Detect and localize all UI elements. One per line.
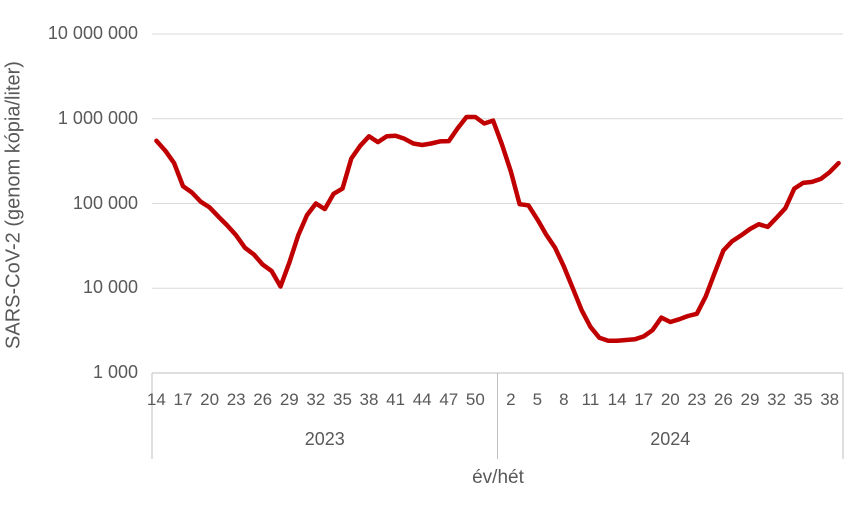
week-tick-label: 2 [506, 390, 516, 409]
x-axis-title: év/hét [472, 467, 524, 488]
week-tick-label: 23 [687, 390, 707, 409]
week-tick-label: 44 [412, 390, 432, 409]
y-tick-label: 100 000 [72, 192, 138, 213]
week-tick-label: 17 [634, 390, 654, 409]
week-tick-label: 50 [465, 390, 485, 409]
week-tick-label: 5 [532, 390, 543, 409]
week-tick-label: 35 [793, 390, 813, 409]
week-tick-label: 47 [439, 390, 459, 409]
year-label: 2024 [650, 429, 691, 449]
week-tick-label: 26 [713, 390, 733, 409]
y-tick-label: 10 000 [82, 277, 138, 298]
y-tick-label: 10 000 000 [47, 23, 138, 43]
week-tick-label: 11 [581, 390, 600, 409]
week-tick-label: 35 [333, 390, 352, 409]
y-tick-label: 1 000 000 [57, 107, 138, 128]
week-tick-label: 8 [559, 390, 569, 409]
week-tick-label: 14 [607, 390, 627, 409]
week-tick-label: 14 [146, 390, 166, 409]
week-tick-label: 41 [386, 390, 406, 409]
week-tick-label: 32 [767, 390, 787, 409]
week-tick-label: 17 [173, 390, 193, 409]
week-tick-label: 26 [253, 390, 273, 409]
week-tick-label: 38 [820, 390, 840, 409]
y-tick-label: 1 000 [92, 362, 138, 382]
year-label: 2023 [304, 429, 345, 449]
week-tick-label: 29 [279, 390, 299, 409]
week-tick-label: 38 [359, 390, 379, 409]
week-tick-label: 29 [740, 390, 760, 409]
week-tick-label: 20 [200, 390, 220, 409]
y-axis-title: SARS-CoV-2 (genom kópia/liter) [2, 61, 25, 349]
week-tick-label: 32 [306, 390, 326, 409]
week-tick-label: 20 [660, 390, 680, 409]
week-tick-label: 23 [226, 390, 246, 409]
